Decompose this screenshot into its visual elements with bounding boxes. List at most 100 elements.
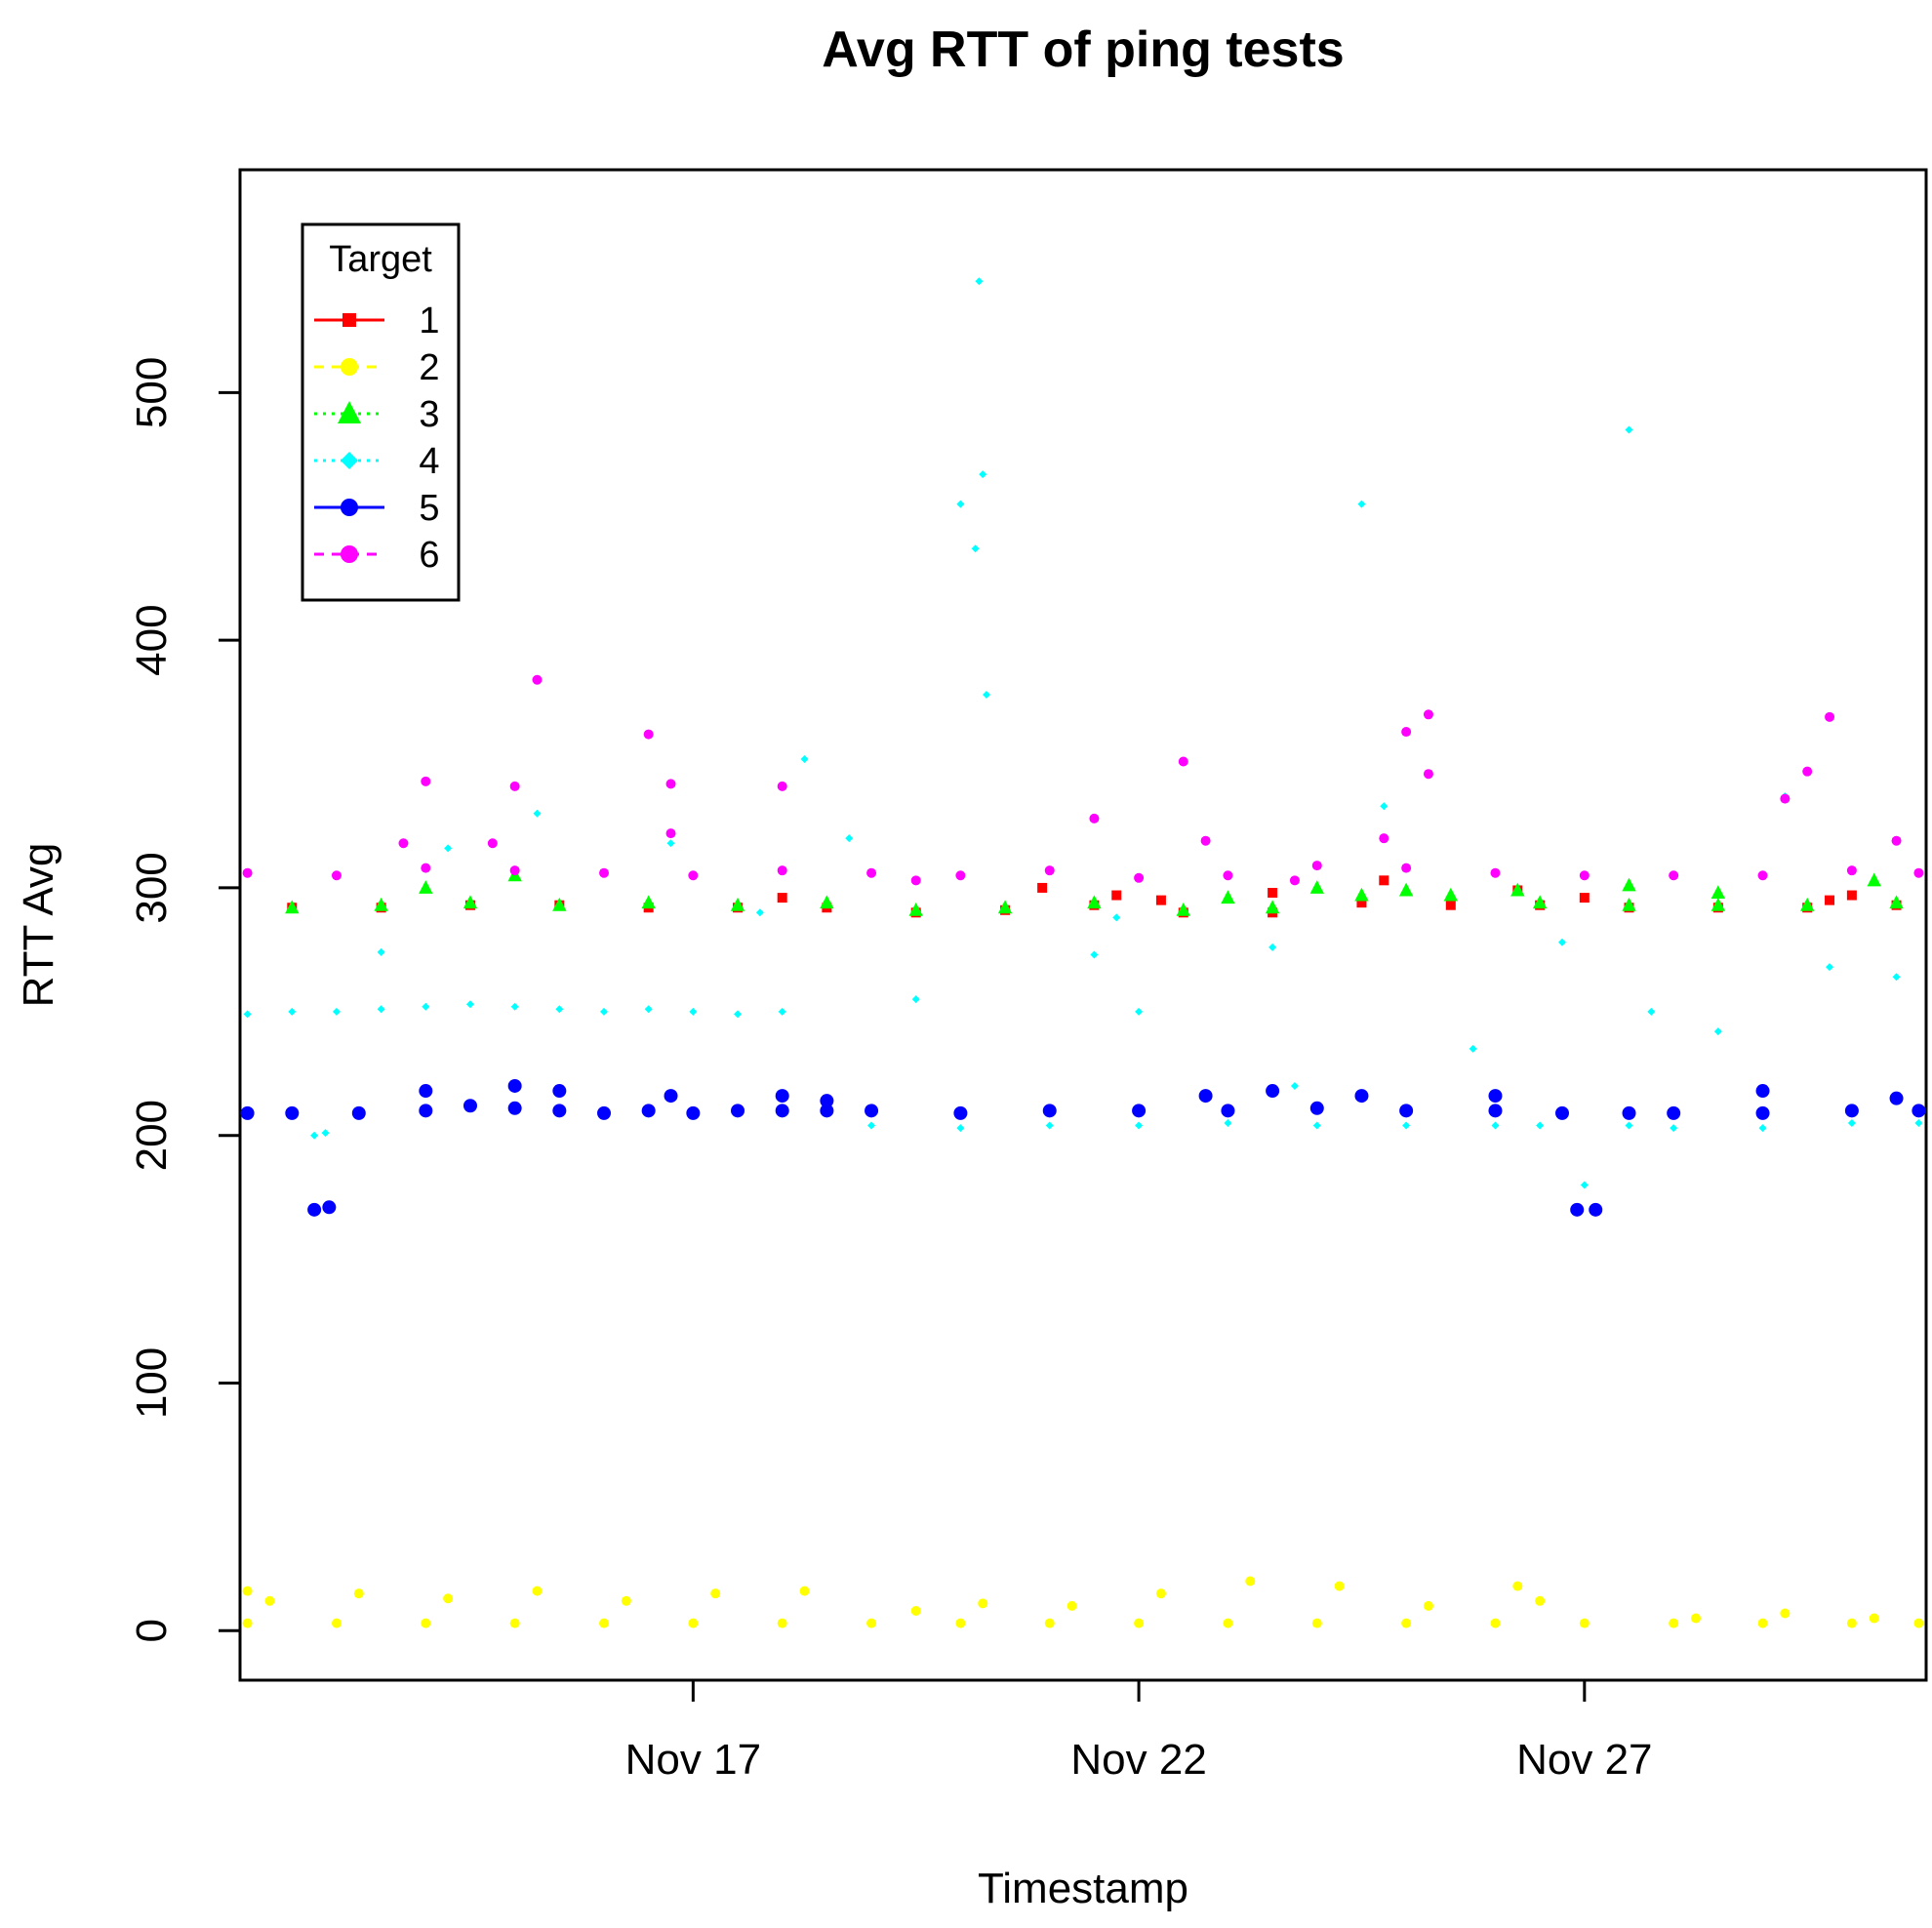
legend-label-6: 6	[419, 535, 439, 576]
data-point	[1579, 870, 1590, 881]
data-point	[1846, 1618, 1857, 1628]
data-point	[310, 1131, 319, 1140]
data-point	[463, 1099, 477, 1113]
data-point	[419, 1104, 433, 1118]
data-point	[1867, 872, 1881, 887]
data-point	[1379, 833, 1389, 844]
data-point	[1311, 861, 1322, 871]
data-point	[1398, 882, 1414, 897]
data-point	[866, 1618, 877, 1628]
data-point	[1045, 1121, 1054, 1130]
data-point	[1223, 870, 1233, 881]
data-point	[1402, 1121, 1411, 1130]
data-point	[775, 1089, 789, 1104]
data-point	[1711, 897, 1726, 911]
data-point	[1780, 1608, 1791, 1619]
data-point	[1891, 835, 1902, 846]
data-point	[1469, 1044, 1477, 1053]
data-point	[463, 895, 478, 909]
data-point	[1647, 1007, 1656, 1016]
legend-box	[301, 222, 461, 602]
data-point	[1354, 1089, 1369, 1104]
data-point	[597, 1105, 612, 1120]
data-point	[377, 947, 385, 956]
data-point	[820, 1104, 834, 1118]
data-point	[1670, 1124, 1678, 1133]
legend-marker-3	[338, 401, 361, 423]
series-5	[240, 1078, 1926, 1217]
legend-marker-1	[342, 313, 356, 327]
x-axis: Nov 17 Nov 22 Nov 27	[625, 1680, 1653, 1784]
legend-label-4: 4	[419, 441, 439, 482]
data-point	[1625, 425, 1633, 434]
data-point	[1667, 1105, 1681, 1120]
data-point	[820, 895, 834, 909]
data-point	[775, 1104, 789, 1118]
data-point	[1758, 1124, 1767, 1133]
data-point	[377, 1005, 385, 1014]
data-point	[953, 1105, 968, 1120]
data-point	[1037, 882, 1048, 893]
legend-label-1: 1	[419, 301, 439, 341]
data-point	[1846, 865, 1857, 876]
data-point	[777, 893, 787, 904]
data-point	[288, 1007, 297, 1016]
data-point	[507, 1078, 522, 1093]
data-point	[1580, 1181, 1589, 1189]
y-axis: 0 100 200 300 400 500	[128, 357, 240, 1642]
data-point	[1134, 1618, 1145, 1628]
data-point	[1622, 897, 1636, 911]
x-tick-label: Nov 27	[1516, 1736, 1652, 1784]
data-point	[1622, 1105, 1636, 1120]
data-point	[1290, 1081, 1299, 1090]
data-point	[509, 865, 520, 876]
data-point	[1757, 870, 1768, 881]
data-point	[332, 1007, 341, 1016]
data-point	[956, 500, 965, 508]
data-point	[1134, 872, 1145, 883]
legend-label-3: 3	[419, 394, 439, 435]
data-point	[487, 838, 498, 849]
data-point	[465, 1000, 474, 1009]
data-point	[1490, 1618, 1501, 1628]
data-point	[1223, 1618, 1233, 1628]
legend-marker-6	[341, 545, 358, 563]
data-point	[1090, 950, 1099, 959]
data-point	[777, 865, 787, 876]
data-point	[1354, 887, 1369, 902]
y-axis-label: RTT Avg	[15, 843, 62, 1008]
data-point	[997, 900, 1013, 914]
data-point	[1554, 1105, 1569, 1120]
data-point	[1535, 1595, 1546, 1606]
data-point	[820, 1094, 834, 1108]
data-point	[641, 895, 656, 909]
data-point	[1423, 1600, 1433, 1611]
data-point	[1490, 867, 1501, 878]
legend-label-5: 5	[419, 488, 439, 529]
data-point	[1825, 711, 1835, 722]
data-point	[1224, 1119, 1232, 1128]
data-point	[1311, 1618, 1322, 1628]
data-point	[1532, 895, 1548, 909]
data-point	[1589, 1202, 1603, 1217]
data-point	[419, 1084, 433, 1099]
data-point	[1087, 895, 1102, 909]
series-4	[243, 277, 1923, 1189]
data-point	[665, 779, 676, 789]
data-point	[621, 1595, 631, 1606]
data-point	[643, 729, 654, 740]
data-point	[1357, 500, 1366, 508]
data-point	[777, 781, 787, 791]
data-point	[240, 1105, 255, 1120]
data-point	[1200, 835, 1211, 846]
data-point	[285, 1105, 300, 1120]
data-point	[979, 470, 987, 479]
data-point	[1042, 1104, 1057, 1118]
data-point	[1135, 1121, 1144, 1130]
data-point	[1892, 973, 1901, 982]
data-point	[1135, 1007, 1144, 1016]
y-tick-label: 400	[128, 604, 176, 675]
data-point	[599, 1618, 610, 1628]
data-point	[734, 1010, 743, 1019]
plot-frame	[238, 168, 1928, 1682]
